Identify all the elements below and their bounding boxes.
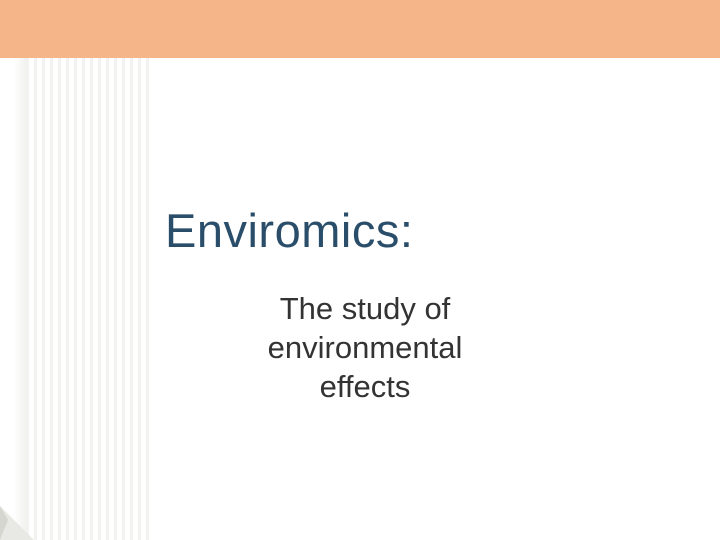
slide-title: Enviromics: (165, 203, 413, 258)
page-curl-icon (0, 506, 34, 540)
slide-subtitle: The study of environmental effects (220, 290, 510, 406)
slide-body: Enviromics: The study of environmental e… (0, 58, 720, 540)
left-stripe-decoration (26, 58, 150, 540)
top-accent-band (0, 0, 720, 58)
